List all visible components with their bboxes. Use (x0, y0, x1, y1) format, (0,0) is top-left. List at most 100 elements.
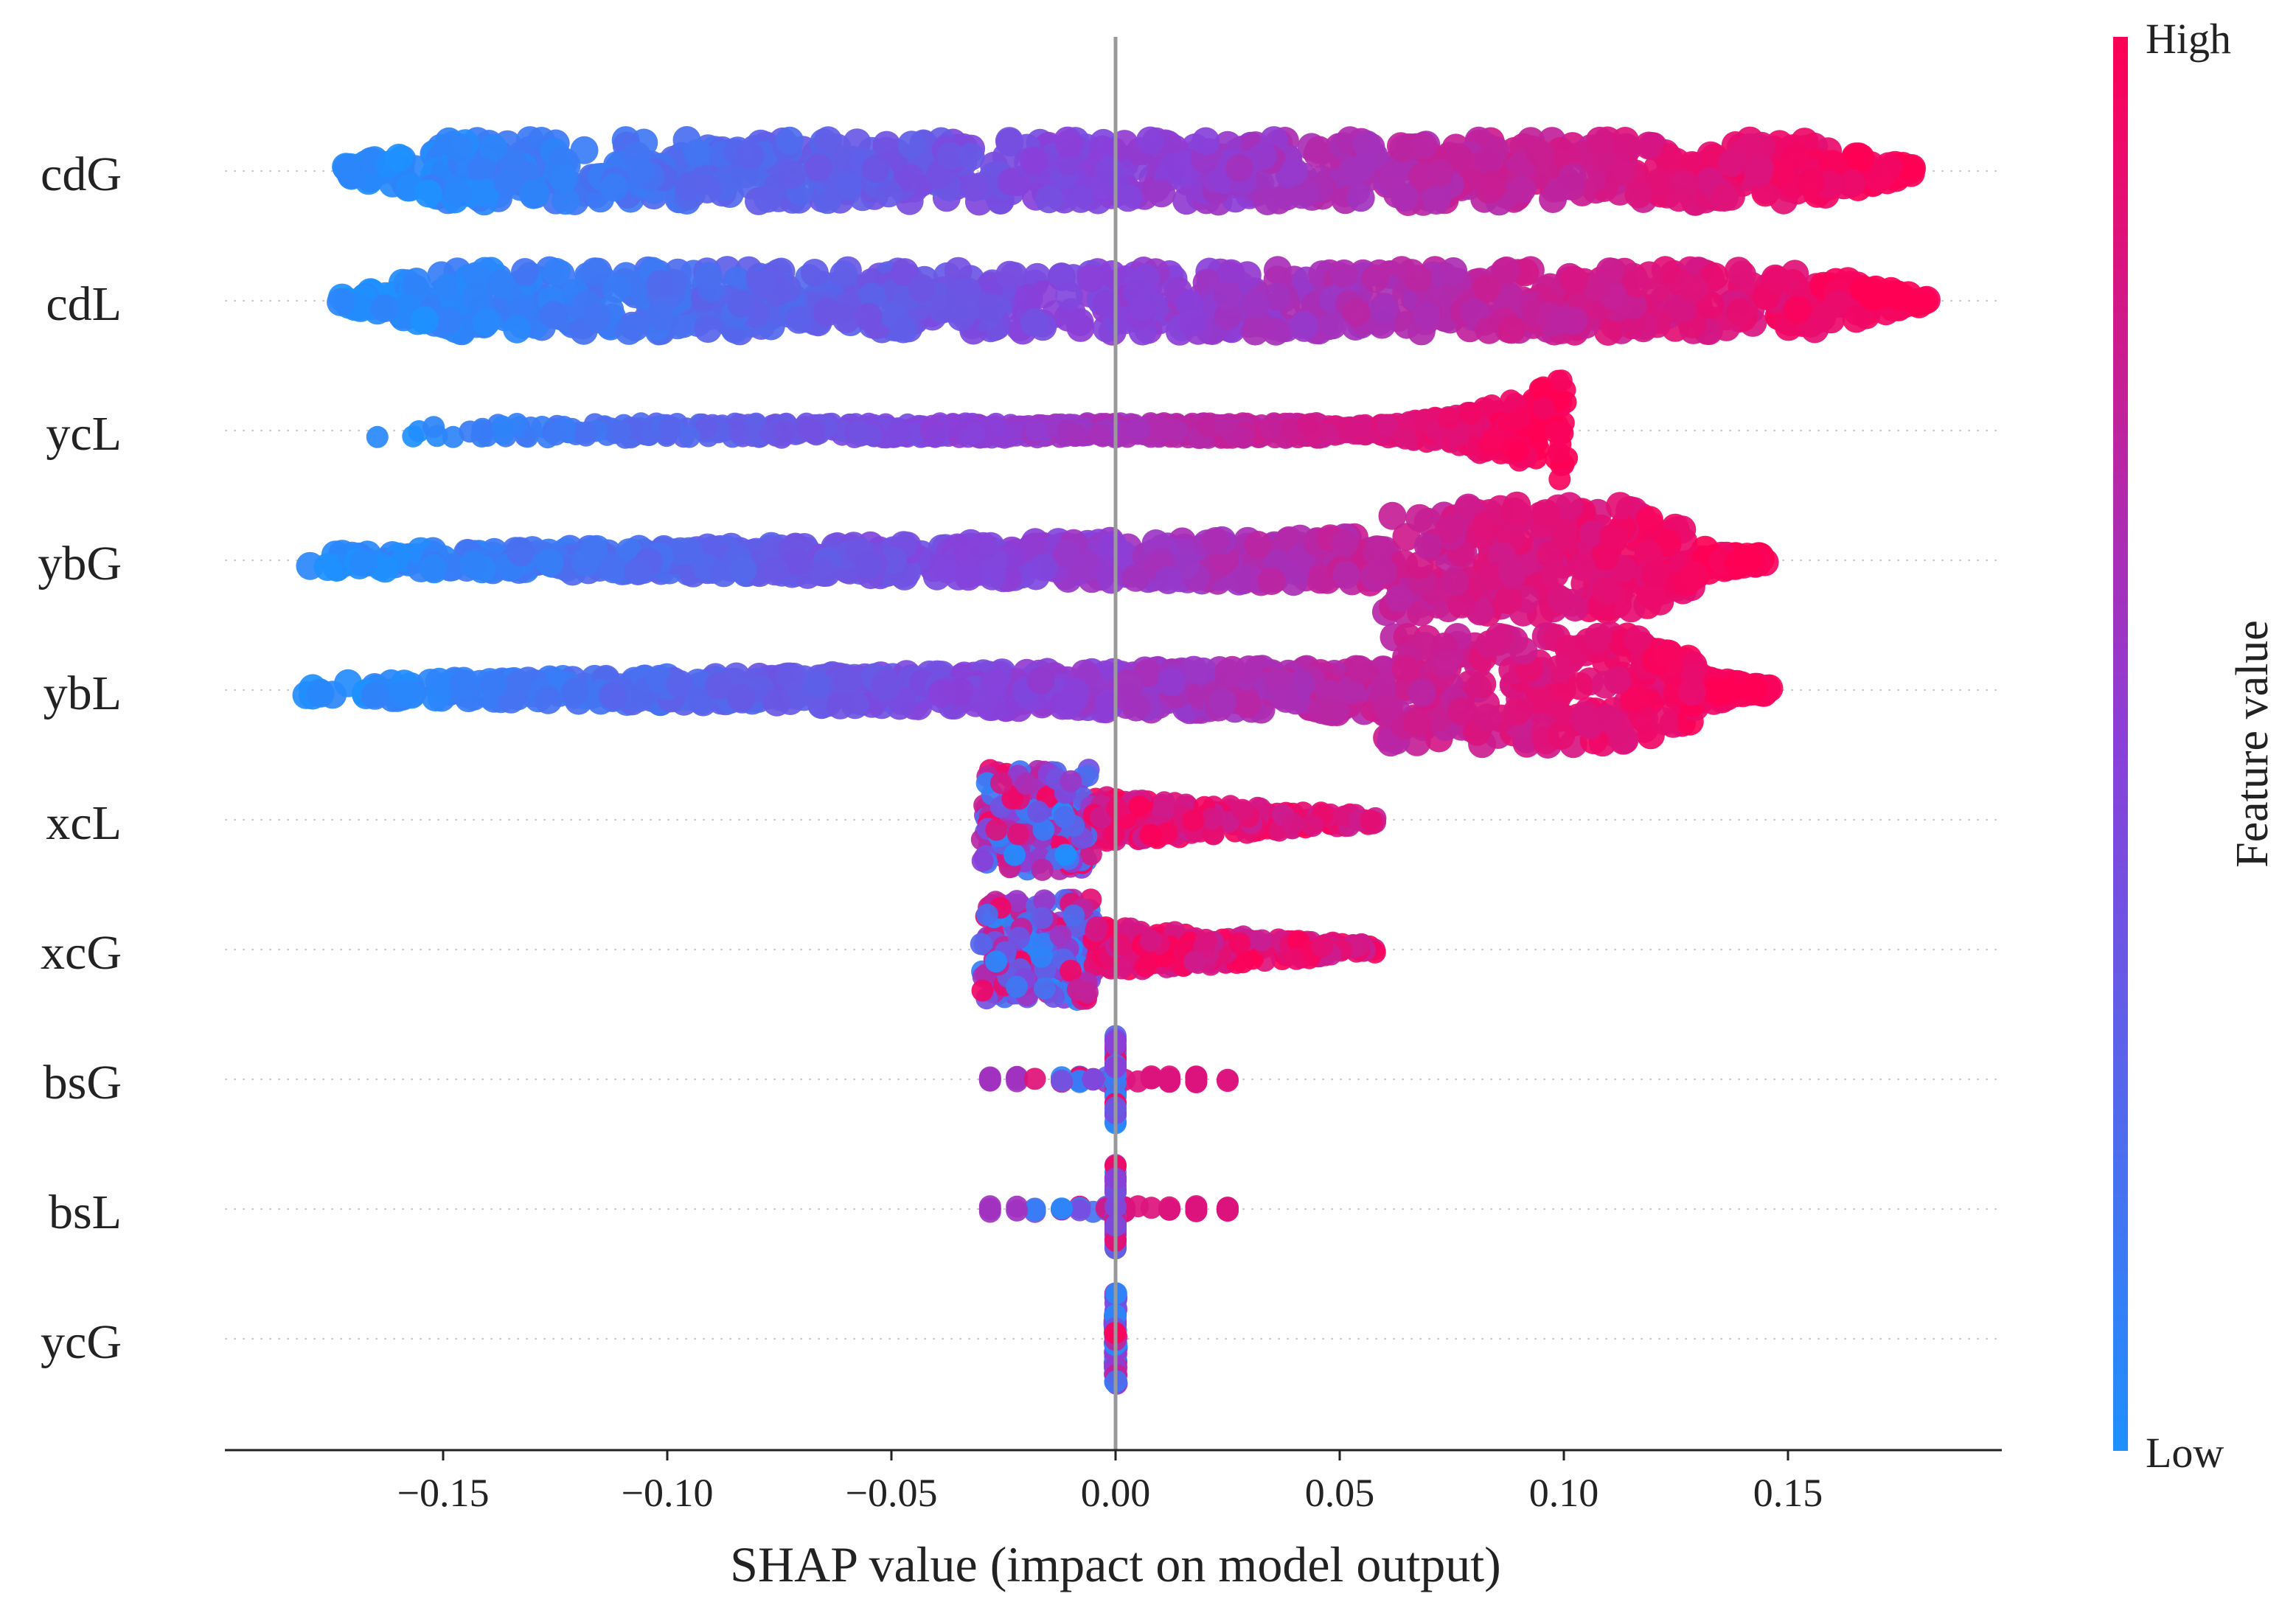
shap-point (1592, 577, 1620, 605)
feature-points-cdL (327, 256, 1941, 346)
shap-point (1099, 531, 1127, 559)
shap-point (748, 268, 776, 296)
shap-point (1060, 770, 1082, 793)
shap-point (425, 668, 453, 696)
shap-point (1544, 421, 1566, 443)
shap-point (1026, 419, 1048, 441)
shap-point (1182, 809, 1204, 832)
shap-point (536, 549, 564, 577)
shap-point (1526, 140, 1554, 168)
shap-point (1431, 650, 1459, 678)
shap-point (1500, 498, 1528, 526)
shap-point (897, 130, 925, 159)
shap-point (889, 424, 911, 446)
shap-point (1635, 132, 1663, 160)
shap-point (985, 819, 1007, 841)
shap-point (624, 557, 652, 585)
shap-point (666, 670, 694, 698)
shap-point (1533, 397, 1555, 419)
shap-point (829, 260, 857, 288)
shap-point (1509, 406, 1531, 428)
shap-point (776, 127, 804, 155)
shap-point (1560, 266, 1588, 294)
shap-point (1280, 158, 1308, 186)
shap-point (1568, 553, 1596, 581)
shap-point (449, 670, 477, 698)
shap-point (801, 259, 829, 287)
shap-point (1559, 163, 1587, 191)
shap-point (1438, 408, 1460, 430)
shap-point (535, 686, 563, 714)
shap-point (1391, 184, 1419, 212)
shap-point (908, 274, 936, 302)
shap-point (1599, 523, 1627, 551)
feature-points-xcL (971, 759, 1387, 881)
shap-point (1635, 506, 1663, 534)
shap-point (1338, 157, 1366, 185)
shap-point (581, 257, 609, 285)
shap-point (1584, 623, 1613, 651)
shap-point (349, 548, 378, 577)
shap-point (472, 308, 500, 336)
shap-point (855, 551, 883, 579)
shap-point (1301, 815, 1323, 837)
shap-point (1088, 424, 1110, 446)
shap-point (1253, 187, 1281, 215)
shap-point (1497, 316, 1526, 344)
shap-point (504, 669, 532, 697)
shap-point (972, 850, 994, 872)
shap-point (1304, 422, 1326, 445)
shap-point (1272, 685, 1300, 713)
shap-point (1746, 154, 1774, 182)
shap-point (954, 563, 982, 591)
shap-point (1624, 625, 1652, 653)
shap-point (1548, 307, 1576, 335)
shap-point (1385, 584, 1413, 612)
shap-point (728, 556, 756, 584)
shap-point (1548, 442, 1570, 464)
shap-point (970, 685, 998, 713)
shap-point (803, 670, 831, 698)
shap-point (804, 154, 832, 182)
shap-point (1781, 142, 1809, 170)
shap-point (1192, 128, 1220, 156)
shap-point (1015, 773, 1037, 795)
shap-point (1481, 428, 1503, 450)
shap-point (754, 185, 782, 213)
shap-point (402, 425, 424, 447)
shap-point (1797, 169, 1825, 197)
shap-point (1342, 299, 1370, 327)
shap-point (1369, 558, 1397, 586)
shap-point (1015, 284, 1043, 312)
shap-point (1158, 417, 1180, 439)
shap-point (1240, 290, 1268, 318)
shap-point (827, 692, 855, 720)
shap-point (1244, 531, 1272, 559)
shap-point (459, 550, 487, 578)
shap-point (1485, 623, 1513, 651)
shap-point (462, 283, 490, 311)
shap-point (1332, 561, 1360, 589)
shap-point (1331, 529, 1359, 557)
shap-point (1509, 637, 1537, 665)
shap-point (1508, 175, 1536, 203)
shap-point (411, 307, 439, 335)
shap-point (1007, 823, 1029, 846)
shap-point (1027, 801, 1049, 823)
shap-point (1349, 414, 1371, 436)
shap-point (727, 290, 755, 318)
shap-point (1279, 418, 1301, 440)
shap-point (388, 680, 416, 708)
shap-point (1231, 799, 1253, 821)
shap-point (1414, 532, 1442, 560)
shap-point (675, 537, 703, 565)
shap-point (361, 682, 389, 710)
shap-point (1128, 417, 1150, 439)
shap-point (403, 268, 431, 296)
shap-point (1202, 527, 1230, 555)
shap-point (561, 678, 589, 706)
shap-point (1154, 566, 1182, 594)
shap-point (492, 416, 514, 438)
